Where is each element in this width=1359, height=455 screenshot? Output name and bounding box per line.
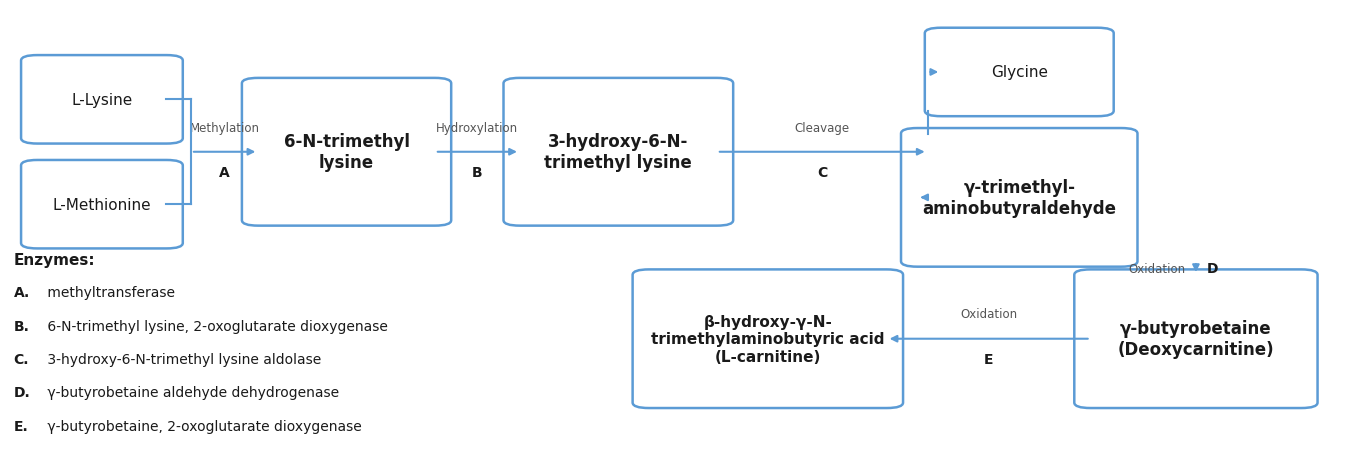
Text: C: C xyxy=(817,166,828,180)
Text: E: E xyxy=(984,353,993,367)
Text: Enzymes:: Enzymes: xyxy=(14,253,95,268)
FancyBboxPatch shape xyxy=(20,161,182,249)
Text: β-hydroxy-γ-N-
trimethylaminobutyric acid
(L-carnitine): β-hydroxy-γ-N- trimethylaminobutyric aci… xyxy=(651,314,885,364)
FancyBboxPatch shape xyxy=(1074,270,1318,408)
Text: Glycine: Glycine xyxy=(991,66,1048,80)
FancyBboxPatch shape xyxy=(632,270,902,408)
Text: γ-butyrobetaine aldehyde dehydrogenase: γ-butyrobetaine aldehyde dehydrogenase xyxy=(43,385,340,399)
FancyBboxPatch shape xyxy=(20,56,182,144)
Text: E.: E. xyxy=(14,419,29,433)
Text: A: A xyxy=(219,166,230,180)
Text: 6-N-trimethyl lysine, 2-oxoglutarate dioxygenase: 6-N-trimethyl lysine, 2-oxoglutarate dio… xyxy=(43,319,389,333)
Text: Oxidation: Oxidation xyxy=(1128,262,1185,275)
Text: γ-trimethyl-
aminobutyraldehyde: γ-trimethyl- aminobutyraldehyde xyxy=(923,178,1116,217)
FancyBboxPatch shape xyxy=(503,79,734,226)
Text: B: B xyxy=(472,166,482,180)
Text: 3-hydroxy-6-N-trimethyl lysine aldolase: 3-hydroxy-6-N-trimethyl lysine aldolase xyxy=(43,352,322,366)
Text: Oxidation: Oxidation xyxy=(959,308,1018,321)
Text: Cleavage: Cleavage xyxy=(795,121,849,134)
Text: Methylation: Methylation xyxy=(189,121,260,134)
FancyBboxPatch shape xyxy=(901,129,1137,267)
Text: B.: B. xyxy=(14,319,30,333)
Text: L-Methionine: L-Methionine xyxy=(53,197,151,212)
Text: 3-hydroxy-6-N-
trimethyl lysine: 3-hydroxy-6-N- trimethyl lysine xyxy=(545,133,692,172)
Text: C.: C. xyxy=(14,352,29,366)
Text: γ-butyrobetaine, 2-oxoglutarate dioxygenase: γ-butyrobetaine, 2-oxoglutarate dioxygen… xyxy=(43,419,363,433)
FancyBboxPatch shape xyxy=(924,29,1113,117)
Text: γ-butyrobetaine
(Deoxycarnitine): γ-butyrobetaine (Deoxycarnitine) xyxy=(1117,319,1275,359)
Text: methyltransferase: methyltransferase xyxy=(43,286,175,300)
Text: D.: D. xyxy=(14,385,30,399)
FancyBboxPatch shape xyxy=(242,79,451,226)
Text: 6-N-trimethyl
lysine: 6-N-trimethyl lysine xyxy=(284,133,409,172)
Text: A.: A. xyxy=(14,286,30,300)
Text: D: D xyxy=(1207,262,1218,275)
Text: Hydroxylation: Hydroxylation xyxy=(436,121,518,134)
Text: L-Lysine: L-Lysine xyxy=(71,93,133,107)
